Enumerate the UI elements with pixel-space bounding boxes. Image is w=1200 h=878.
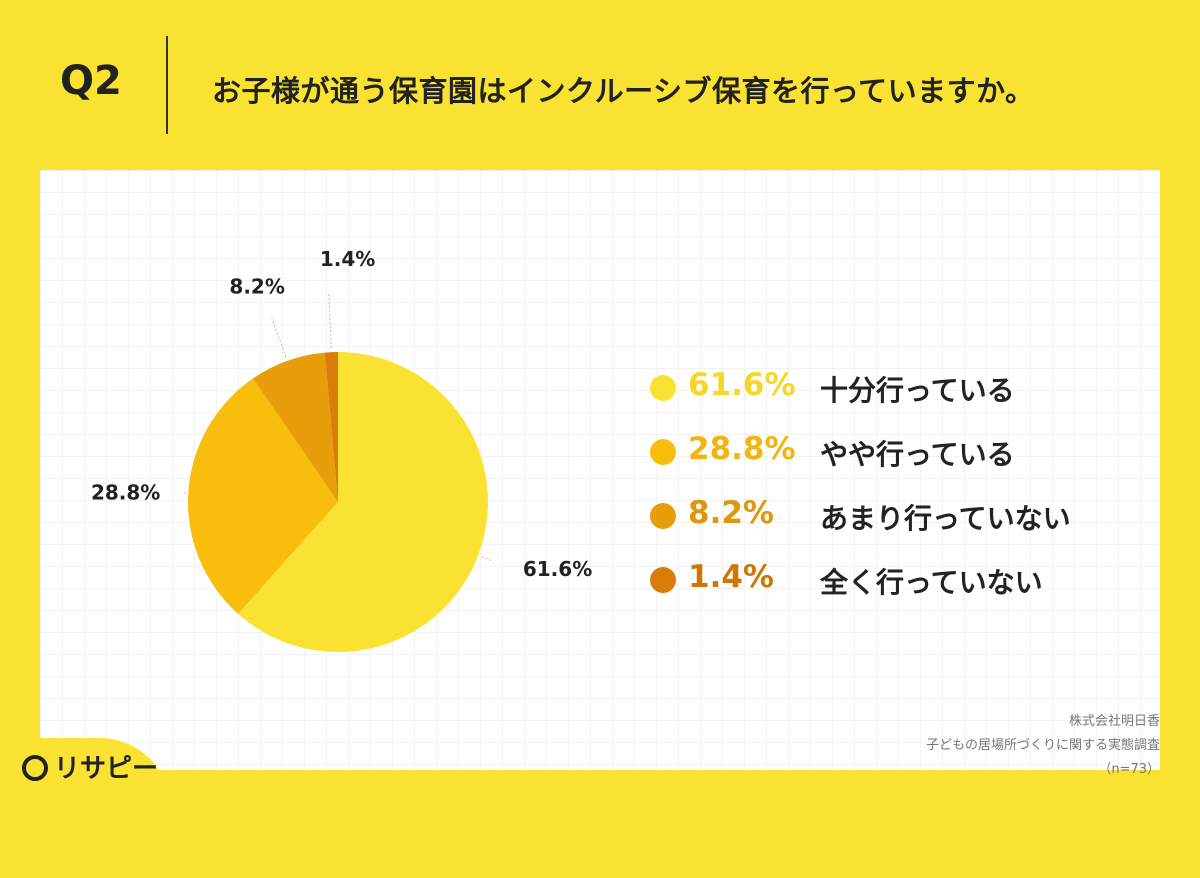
legend-item: 1.4% 全く行っていない <box>650 557 1110 621</box>
legend-percent: 61.6% <box>688 367 796 403</box>
source-survey: 子どもの居場所づくりに関する実態調査 <box>926 734 1160 758</box>
slice-value-label: 61.6% <box>523 557 592 581</box>
legend-label: やや行っている <box>820 433 1015 473</box>
source-company: 株式会社明日香 <box>926 710 1160 734</box>
legend-item: 61.6% 十分行っている <box>650 365 1110 429</box>
legend-dot-icon <box>650 439 676 465</box>
legend-label: 全く行っていない <box>820 561 1043 601</box>
legend-item: 8.2% あまり行っていない <box>650 493 1110 557</box>
legend-item: 28.8% やや行っている <box>650 429 1110 493</box>
legend-percent: 8.2% <box>688 495 774 531</box>
legend-label: 十分行っている <box>820 369 1015 409</box>
brand-logo: リサピー <box>22 748 158 785</box>
legend: 61.6% 十分行っている 28.8% やや行っている 8.2% あまり行っていない 1.4… <box>650 365 1110 621</box>
legend-percent: 1.4% <box>688 559 774 595</box>
legend-dot-icon <box>650 503 676 529</box>
leader-line <box>329 292 331 348</box>
pin-icon <box>22 755 48 781</box>
legend-dot-icon <box>650 567 676 593</box>
slice-value-label: 1.4% <box>320 247 375 271</box>
legend-percent: 28.8% <box>688 431 796 467</box>
leader-line <box>272 319 286 358</box>
source-sample: （n=73） <box>926 758 1160 782</box>
slice-value-label: 28.8% <box>91 480 160 504</box>
logo-text: リサピー <box>54 754 158 784</box>
legend-label: あまり行っていない <box>820 497 1071 537</box>
slice-value-label: 8.2% <box>229 275 284 299</box>
leader-line <box>482 557 492 561</box>
legend-dot-icon <box>650 375 676 401</box>
source-note: 株式会社明日香 子どもの居場所づくりに関する実態調査 （n=73） <box>926 710 1160 782</box>
